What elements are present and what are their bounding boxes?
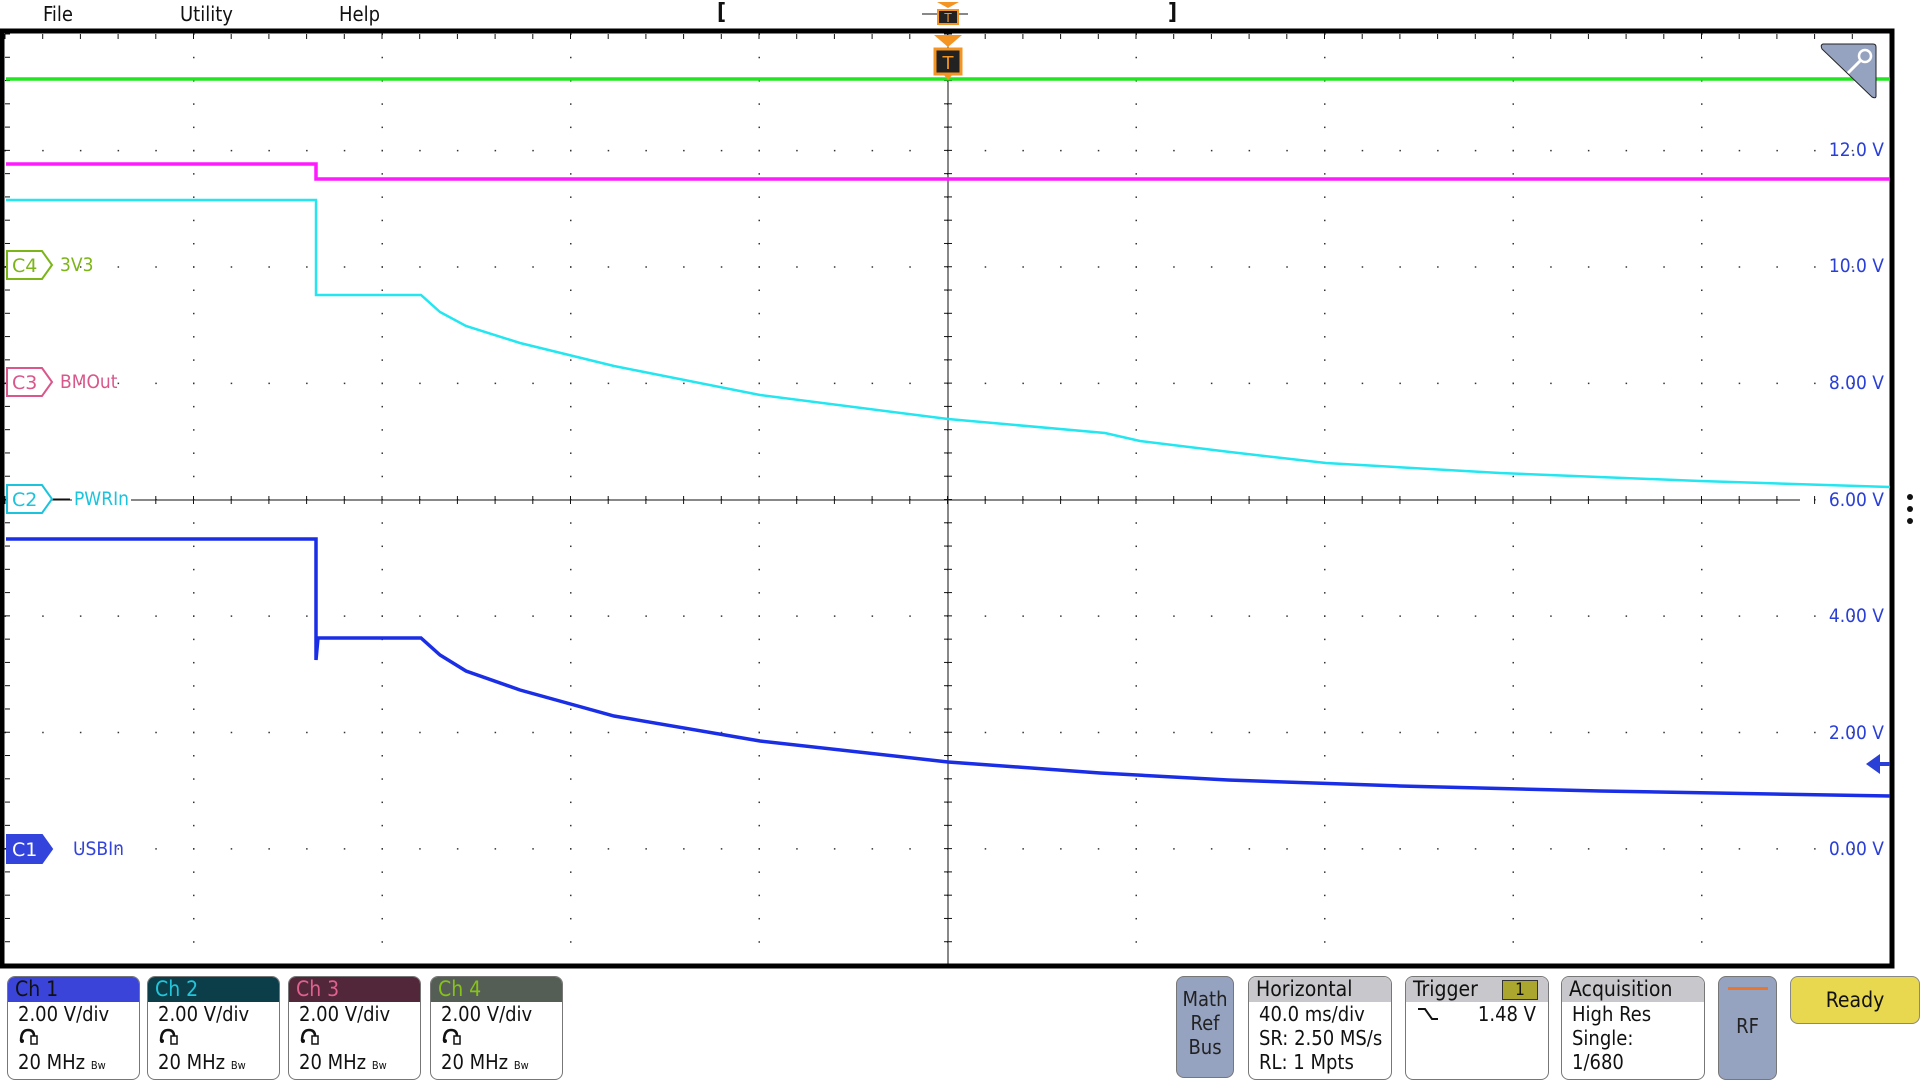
bandwidth: 20 MHz xyxy=(18,1050,86,1074)
volt-label: 0.00 V xyxy=(1828,838,1884,860)
volt-label: 4.00 V xyxy=(1828,605,1884,627)
trigger-badge[interactable]: Trigger 1 1.48 V xyxy=(1405,976,1549,1080)
trace-c2 xyxy=(6,198,1891,489)
math-ref-bus-button[interactable]: Math Ref Bus xyxy=(1176,976,1234,1078)
trigger-position-top[interactable]: T xyxy=(922,2,968,25)
ready-status-button[interactable]: Ready xyxy=(1790,976,1920,1024)
probe-icon xyxy=(442,1028,461,1045)
acquisition-run-mode: Single: xyxy=(1572,1026,1634,1050)
trigger-source-badge: 1 xyxy=(1502,980,1538,1000)
volt-label: 10.0 V xyxy=(1828,255,1884,277)
rf-button[interactable]: RF xyxy=(1718,976,1777,1080)
menu-help[interactable]: Help xyxy=(339,2,381,26)
acquisition-mode: High Res xyxy=(1572,1002,1652,1026)
svg-text:C4: C4 xyxy=(12,255,37,277)
bandwidth-limit-tag: Bw xyxy=(230,1059,246,1072)
svg-text:C1: C1 xyxy=(12,839,37,861)
channel-title: Ch 2 xyxy=(148,977,279,1002)
more-options-icon[interactable] xyxy=(1907,494,1913,524)
probe-icon xyxy=(300,1028,319,1045)
record-length: RL: 1 Mpts xyxy=(1259,1050,1354,1074)
channel-tag-c4[interactable]: C4 xyxy=(6,250,54,280)
probe-icon xyxy=(19,1028,38,1045)
sample-rate: SR: 2.50 MS/s xyxy=(1259,1026,1383,1050)
vertical-scale: 2.00 V/div xyxy=(158,1002,250,1026)
vertical-scale: 2.00 V/div xyxy=(299,1002,391,1026)
channel-label-c1: USBIn xyxy=(73,838,124,860)
channel-3-badge[interactable]: Ch 3 2.00 V/div 20 MHz Bw xyxy=(288,976,421,1080)
svg-text:C2: C2 xyxy=(12,489,37,511)
bandwidth-limit-tag: Bw xyxy=(371,1059,387,1072)
bandwidth: 20 MHz xyxy=(158,1050,226,1074)
rf-label: RF xyxy=(1736,1014,1759,1038)
acquisition-badge[interactable]: Acquisition High Res Single: 1/680 xyxy=(1561,976,1705,1080)
trigger-marker[interactable]: T xyxy=(933,35,963,80)
horizontal-badge[interactable]: Horizontal 40.0 ms/div SR: 2.50 MS/s RL:… xyxy=(1248,976,1392,1080)
volt-label: 6.00 V xyxy=(1828,489,1884,511)
menu-utility[interactable]: Utility xyxy=(180,2,233,26)
volt-label: 8.00 V xyxy=(1828,372,1884,394)
trigger-title: Trigger xyxy=(1413,977,1478,1001)
horizontal-scale: 40.0 ms/div xyxy=(1259,1002,1365,1026)
trigger-level-arrow-icon[interactable] xyxy=(1866,754,1880,774)
svg-text:C3: C3 xyxy=(12,372,37,394)
trace-c3 xyxy=(6,162,1890,181)
trigger-level: 1.48 V xyxy=(1477,1002,1536,1026)
channel-label-c4: 3V3 xyxy=(60,254,94,276)
svg-text:T: T xyxy=(942,53,955,74)
math-label: Math xyxy=(1182,987,1228,1011)
bus-label: Bus xyxy=(1188,1035,1222,1059)
waveform-plot[interactable]: T T C4 C3 C2 C1 xyxy=(0,0,1920,970)
bandwidth-limit-tag: Bw xyxy=(90,1059,106,1072)
channel-title: Ch 1 xyxy=(8,977,139,1002)
bandwidth-limit-tag: Bw xyxy=(513,1059,529,1072)
bandwidth: 20 MHz xyxy=(299,1050,367,1074)
falling-edge-icon xyxy=(1418,1008,1438,1020)
channel-label-c2: PWRIn xyxy=(72,488,131,510)
probe-icon xyxy=(159,1028,178,1045)
waveform-view-right-bracket: ] xyxy=(1168,0,1178,25)
svg-text:T: T xyxy=(943,11,952,25)
menu-file[interactable]: File xyxy=(43,2,73,26)
horizontal-title: Horizontal xyxy=(1249,977,1391,1002)
channel-label-c3: BMOut xyxy=(60,371,118,393)
graticule xyxy=(4,33,1891,966)
trace-c1 xyxy=(6,537,1891,798)
channel-2-badge[interactable]: Ch 2 2.00 V/div 20 MHz Bw xyxy=(147,976,280,1080)
zoom-magnifier-icon[interactable] xyxy=(1820,43,1877,99)
waveform-view-left-bracket: [ xyxy=(717,0,727,25)
plot-border xyxy=(0,28,1895,969)
channel-title: Ch 4 xyxy=(431,977,562,1002)
volt-label: 12.0 V xyxy=(1828,139,1884,161)
channel-1-badge[interactable]: Ch 1 2.00 V/div 20 MHz Bw xyxy=(7,976,140,1080)
channel-tag-c1[interactable]: C1 xyxy=(6,834,54,864)
channel-tag-c2[interactable]: C2 xyxy=(6,484,70,514)
vertical-scale: 2.00 V/div xyxy=(441,1002,533,1026)
rf-indicator xyxy=(1727,987,1768,990)
channel-tag-c3[interactable]: C3 xyxy=(6,367,54,397)
acquisition-count: 1/680 xyxy=(1572,1050,1624,1074)
vertical-scale: 2.00 V/div xyxy=(18,1002,110,1026)
bandwidth: 20 MHz xyxy=(441,1050,509,1074)
channel-title: Ch 3 xyxy=(289,977,420,1002)
channel-4-badge[interactable]: Ch 4 2.00 V/div 20 MHz Bw xyxy=(430,976,563,1080)
ref-label: Ref xyxy=(1190,1011,1220,1035)
trigger-level-line xyxy=(1876,762,1890,766)
volt-label: 2.00 V xyxy=(1828,722,1884,744)
acquisition-title: Acquisition xyxy=(1562,977,1704,1002)
